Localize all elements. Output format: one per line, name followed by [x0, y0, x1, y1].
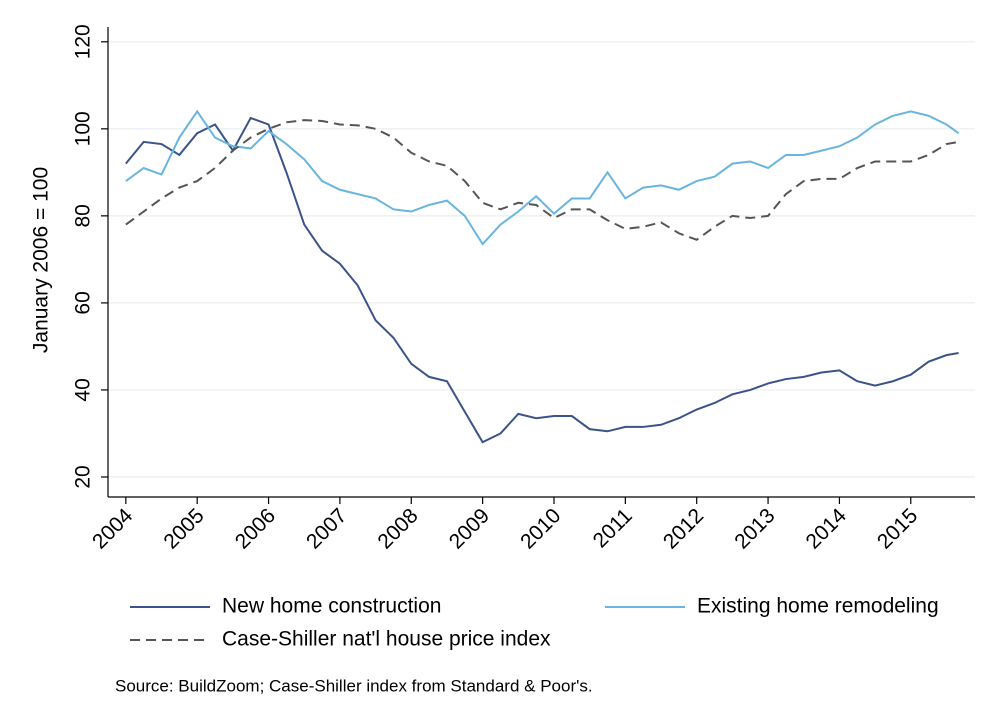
legend-label: Existing home remodeling [697, 595, 939, 618]
legend-label: Case-Shiller nat'l house price index [222, 628, 551, 651]
source-note: Source: BuildZoom; Case-Shiller index fr… [115, 676, 593, 695]
series-line [125, 109, 960, 246]
x-tick-label: 2009 [445, 504, 494, 553]
x-tick-label: 2007 [302, 504, 351, 553]
x-tick-label: 2004 [88, 504, 138, 554]
x-tick-label: 2015 [873, 504, 922, 553]
x-tick-label: 2013 [730, 504, 779, 553]
legend-label: New home construction [222, 595, 441, 618]
x-tick-label: 2014 [802, 504, 852, 554]
y-tick-label: 100 [72, 111, 95, 146]
x-tick-label: 2005 [159, 504, 208, 553]
y-axis-label: January 2006 = 100 [30, 167, 53, 353]
x-tick-label: 2006 [231, 504, 280, 553]
y-tick-label: 40 [72, 378, 95, 401]
y-tick-label: 60 [72, 291, 95, 314]
x-tick-label: 2012 [659, 504, 708, 553]
x-tick-label: 2010 [516, 504, 565, 553]
x-tick-label: 2008 [373, 504, 422, 553]
y-tick-label: 20 [72, 465, 95, 488]
series-line [125, 116, 959, 444]
y-tick-label: 120 [72, 24, 95, 59]
y-tick-label: 80 [72, 204, 95, 227]
series-line [125, 119, 959, 241]
x-tick-label: 2011 [589, 504, 637, 552]
